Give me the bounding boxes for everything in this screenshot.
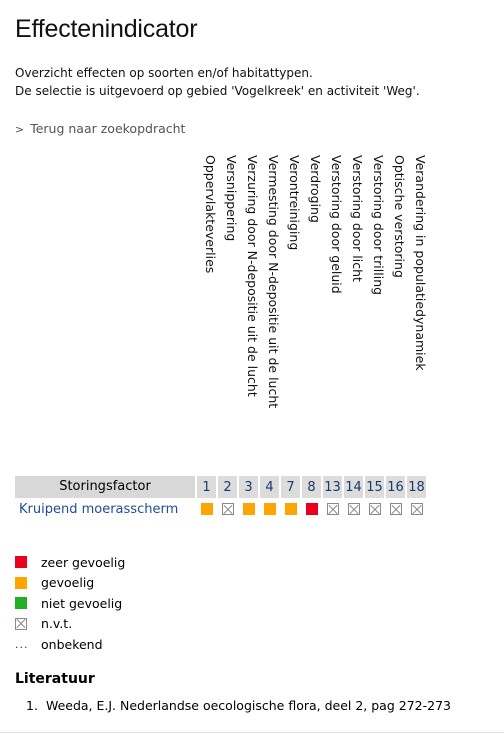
- status-square-icon: [284, 503, 297, 515]
- effect-cell-8[interactable]: [302, 498, 321, 520]
- color-swatch-icon: [15, 576, 27, 589]
- effect-cell-1[interactable]: [197, 498, 216, 520]
- crossed-box-icon: [347, 503, 360, 515]
- factor-number-3: 3: [239, 476, 258, 498]
- header-gap: [279, 476, 281, 498]
- status-square-icon: [263, 503, 276, 515]
- factor-number-1: 1: [197, 476, 216, 498]
- literature-title: Literatuur: [15, 671, 95, 687]
- column-header-3: Verzuring door N-depositie uit de lucht: [245, 155, 260, 397]
- factor-number-18: 18: [407, 476, 426, 498]
- legend: zeer gevoelig gevoelig niet gevoelig n.v.t.…: [15, 552, 125, 655]
- status-square-icon: [242, 503, 255, 515]
- header-gap: [300, 476, 302, 498]
- column-header-15: Verstoring door trilling: [371, 155, 386, 296]
- status-square-icon: [305, 503, 318, 515]
- legend-swatch: ...: [15, 637, 29, 651]
- intro-line-2: De selectie is uitgevoerd op gebied 'Vog…: [15, 84, 420, 98]
- intro-text: Overzicht effecten op soorten en/of habi…: [15, 64, 420, 100]
- back-to-search-link[interactable]: > Terug naar zoekopdracht: [15, 121, 185, 136]
- status-square-icon: [200, 503, 213, 515]
- header-gap: [384, 476, 386, 498]
- effect-cell-2[interactable]: [218, 498, 237, 520]
- legend-item-gevoelig: gevoelig: [15, 573, 125, 594]
- legend-label: niet gevoelig: [41, 595, 123, 611]
- crossed-box-icon: [15, 617, 27, 630]
- legend-item-niet-gevoelig: niet gevoelig: [15, 593, 125, 614]
- header-gap: [321, 476, 323, 498]
- legend-swatch: [15, 556, 27, 569]
- crossed-box-icon: [221, 503, 234, 515]
- divider: [0, 732, 504, 733]
- header-gap: [195, 476, 197, 498]
- effect-cell-3[interactable]: [239, 498, 258, 520]
- page-title: Effectenindicator: [15, 15, 198, 43]
- legend-label: n.v.t.: [41, 616, 73, 632]
- table-row: Kruipend moerasscherm: [15, 498, 426, 520]
- legend-label: zeer gevoelig: [41, 554, 126, 570]
- column-header-18: Verandering in populatiedynamiek: [413, 155, 428, 371]
- ellipsis-icon: ...: [15, 637, 29, 651]
- column-header-14: Verstoring door licht: [350, 155, 365, 282]
- color-swatch-icon: [15, 597, 27, 610]
- effect-matrix: Storingsfactor 1 2 3 4 7 8 13 14 15 16 18 Kruipend…: [15, 476, 426, 520]
- factor-number-2: 2: [218, 476, 237, 498]
- header-gap: [363, 476, 365, 498]
- factor-number-8: 8: [302, 476, 321, 498]
- chevron-right-icon: >: [15, 123, 25, 136]
- column-headers: Oppervlakteverlies Versnippering Verzuring…: [203, 155, 428, 409]
- effect-cell-7[interactable]: [281, 498, 300, 520]
- legend-label: onbekend: [41, 636, 103, 652]
- header-gap: [342, 476, 344, 498]
- crossed-box-icon: [368, 503, 381, 515]
- storingsfactor-header: Storingsfactor: [15, 476, 195, 498]
- legend-swatch: [15, 617, 27, 630]
- column-header-2: Versnippering: [224, 155, 239, 242]
- factor-number-14: 14: [344, 476, 363, 498]
- effect-cell-13[interactable]: [323, 498, 342, 520]
- header-gap: [216, 476, 218, 498]
- legend-item-onbekend: ... onbekend: [15, 634, 125, 655]
- factor-number-13: 13: [323, 476, 342, 498]
- crossed-box-icon: [326, 503, 339, 515]
- legend-label: gevoelig: [41, 575, 95, 591]
- species-link[interactable]: Kruipend moerasscherm: [19, 501, 179, 517]
- crossed-box-icon: [410, 503, 423, 515]
- effect-cell-14[interactable]: [344, 498, 363, 520]
- matrix-header-row: Storingsfactor 1 2 3 4 7 8 13 14 15 16 18: [15, 476, 426, 498]
- header-gap: [258, 476, 260, 498]
- literature-item: 1. Weeda, E.J. Nederlandse oecologische f…: [26, 698, 451, 713]
- crossed-box-icon: [389, 503, 402, 515]
- column-header-16: Optische verstoring: [392, 155, 407, 278]
- column-header-1: Oppervlakteverlies: [203, 155, 218, 274]
- legend-swatch: [15, 576, 27, 589]
- effect-cell-4[interactable]: [260, 498, 279, 520]
- legend-item-zeer-gevoelig: zeer gevoelig: [15, 552, 125, 573]
- back-link-label: Terug naar zoekopdracht: [30, 121, 186, 136]
- literature-text: Weeda, E.J. Nederlandse oecologische flo…: [45, 698, 451, 713]
- effect-cell-18[interactable]: [407, 498, 426, 520]
- legend-swatch: [15, 597, 27, 610]
- effect-cell-15[interactable]: [365, 498, 384, 520]
- factor-number-15: 15: [365, 476, 384, 498]
- header-gap: [405, 476, 407, 498]
- legend-item-nvt: n.v.t.: [15, 614, 125, 635]
- factor-number-16: 16: [386, 476, 405, 498]
- factor-number-7: 7: [281, 476, 300, 498]
- intro-line-1: Overzicht effecten op soorten en/of habi…: [15, 66, 313, 80]
- column-header-4: Vermesting door N-depositie uit de lucht: [266, 155, 281, 409]
- column-header-8: Verdroging: [308, 155, 323, 223]
- factor-number-4: 4: [260, 476, 279, 498]
- literature-list: 1. Weeda, E.J. Nederlandse oecologische f…: [26, 698, 451, 713]
- header-gap: [237, 476, 239, 498]
- column-header-7: Verontreiniging: [287, 155, 302, 251]
- color-swatch-icon: [15, 556, 27, 569]
- effect-cell-16[interactable]: [386, 498, 405, 520]
- literature-number: 1.: [26, 698, 38, 713]
- column-header-13: Verstoring door geluid: [329, 155, 344, 294]
